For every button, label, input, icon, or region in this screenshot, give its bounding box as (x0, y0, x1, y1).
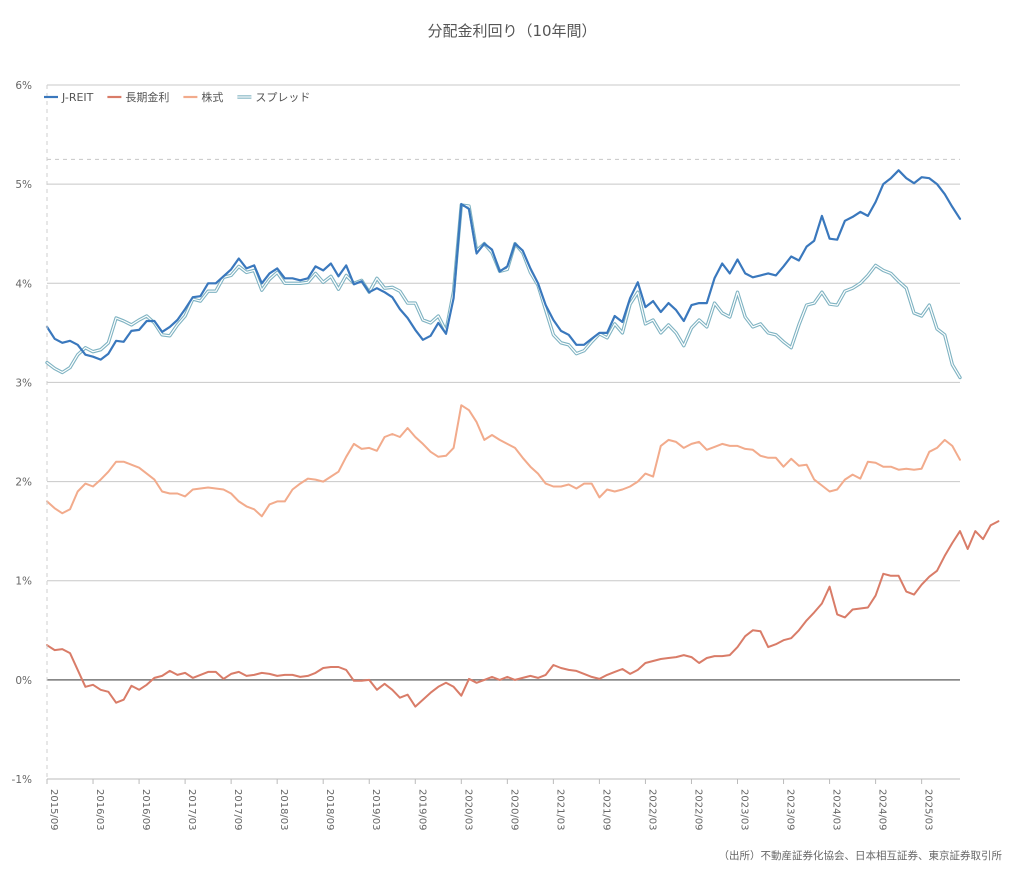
x-tick-label: 2021/09 (600, 789, 611, 831)
series-3 (45, 203, 962, 380)
series-0 (45, 169, 962, 361)
x-tick-label: 2024/03 (831, 789, 842, 831)
x-tick-label: 2016/03 (94, 789, 105, 831)
axis-layer: -1% 0% 1% 2% 3% 4% 5% 6% 2015/09 2016/03 2016/09 20… (12, 80, 960, 831)
x-tick-label: 2018/09 (324, 789, 335, 831)
x-tick-label: 2020/03 (462, 789, 473, 831)
x-tick-label: 2017/09 (232, 789, 243, 831)
y-tick-label: 6% (15, 80, 32, 92)
y-tick-label: 0% (15, 675, 32, 687)
y-tick-label: 3% (15, 377, 32, 389)
x-tick-label: 2016/09 (140, 789, 151, 831)
x-tick-label: 2025/03 (923, 789, 934, 831)
y-tick-label: 5% (15, 179, 32, 191)
grid-layer (47, 84, 960, 780)
x-tick-label: 2022/09 (692, 789, 703, 831)
series-line (46, 520, 1000, 708)
series-2 (46, 404, 961, 518)
x-tick-label: 2019/03 (370, 789, 381, 831)
series-line (46, 204, 961, 379)
x-tick-label: 2023/09 (785, 789, 796, 831)
legend-item: スプレッド (237, 91, 310, 104)
x-tick-label: 2021/03 (554, 789, 565, 831)
y-tick-label: 1% (15, 576, 32, 588)
legend-item: J-REIT (44, 91, 94, 104)
x-tick-label: 2019/09 (416, 789, 427, 831)
series-layer (45, 169, 1000, 708)
chart-title: 分配金利回り（10年間） (427, 22, 597, 40)
series-line-outline (45, 203, 962, 380)
x-tick-label: 2017/03 (186, 789, 197, 831)
x-tick-label: 2018/03 (278, 789, 289, 831)
x-tick-label: 2024/09 (877, 789, 888, 831)
x-tick-label: 2015/09 (48, 789, 59, 831)
x-tick-label: 2023/03 (739, 789, 750, 831)
legend-label: J-REIT (61, 91, 94, 104)
x-tick-label: 2020/09 (508, 789, 519, 831)
y-tick-label: 4% (15, 278, 32, 290)
legend-item: 株式 (183, 90, 223, 104)
x-tick-label: 2022/03 (646, 789, 657, 831)
legend-label: 長期金利 (125, 90, 169, 104)
y-tick-label: -1% (12, 774, 32, 786)
y-tick-label: 2% (15, 477, 32, 489)
series-line (46, 404, 961, 518)
legend-item: 長期金利 (107, 90, 169, 104)
legend-label: 株式 (201, 90, 223, 104)
series-1 (46, 520, 1000, 708)
source-note: （出所）不動産証券化協会、日本相互証券、東京証券取引所 (718, 850, 1003, 862)
series-line (45, 169, 962, 361)
legend-label: スプレッド (255, 91, 310, 104)
legend: J-REIT 長期金利 株式 スプレッド (44, 90, 310, 104)
